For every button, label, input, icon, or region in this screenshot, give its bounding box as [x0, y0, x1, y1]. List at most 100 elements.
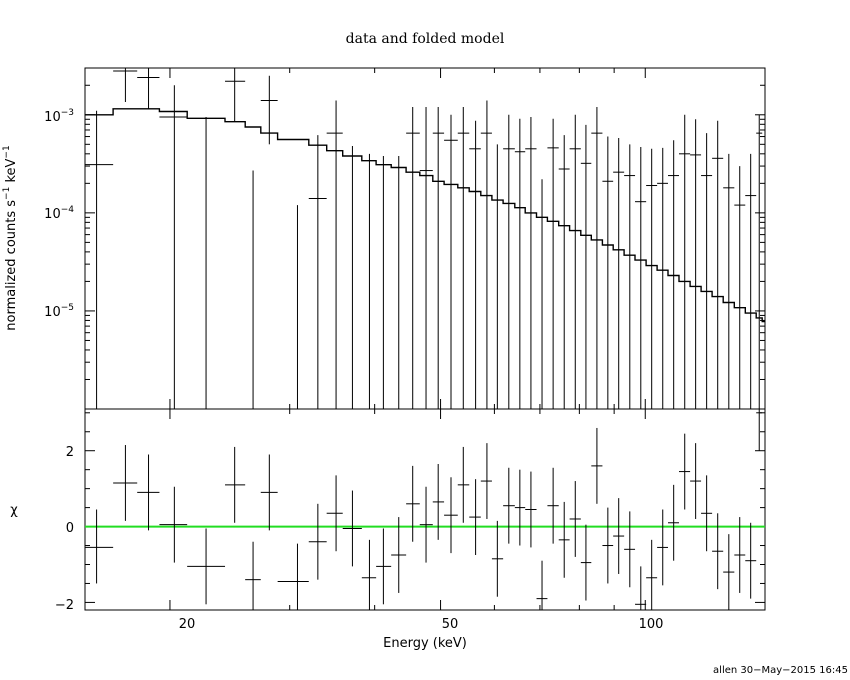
- res-ytick-label-0: 0: [66, 521, 74, 536]
- spectrum-data-point: [646, 148, 658, 409]
- spectrum-data-point: [602, 136, 614, 409]
- residual-point: [457, 446, 470, 523]
- residual-point: [723, 534, 735, 610]
- spectrum-data-point: [514, 118, 526, 409]
- spectrum-data-point: [308, 135, 327, 409]
- res-ytick-label-2: 2: [66, 445, 74, 460]
- residual-point: [580, 524, 592, 601]
- residual-point: [602, 507, 614, 584]
- spectrum-data-point: [406, 107, 420, 409]
- spectrum-data-point: [558, 135, 570, 409]
- residual-point: [635, 566, 647, 610]
- residual-point: [690, 443, 702, 519]
- spectrum-data-point: [678, 114, 691, 409]
- spectrum-data-point: [712, 120, 724, 409]
- xtick-label-20: 20: [179, 617, 196, 632]
- residual-point: [657, 509, 668, 586]
- residual-point: [391, 517, 407, 593]
- residual-marks: [85, 409, 765, 610]
- spectrum-ticks: [85, 67, 765, 410]
- spectrum-data-point: [469, 120, 481, 409]
- spectrum-data-point: [624, 144, 636, 409]
- spectrum-ytick-labels: 10−3 10−4 10−5: [44, 108, 74, 320]
- spectrum-data-point: [580, 124, 592, 409]
- spectrum-data-point: [591, 107, 603, 409]
- residual-point: [260, 454, 278, 531]
- residual-point: [624, 511, 636, 588]
- residual-ylabel: χ: [10, 503, 18, 518]
- spectrum-data-point: [569, 114, 581, 409]
- spectrum-data-point: [85, 110, 114, 409]
- spectrum-data-point: [667, 140, 679, 409]
- spectrum-data-point: [734, 166, 746, 409]
- residual-point: [376, 528, 392, 605]
- spectrum-data-point: [444, 114, 458, 409]
- residual-point: [159, 486, 188, 563]
- spectrum-ylabel: normalized counts s−1 keV−1: [2, 145, 19, 330]
- chart-title: data and folded model: [346, 31, 505, 47]
- residual-point: [85, 509, 114, 584]
- spectrum-data-point: [723, 153, 735, 409]
- x-axis-label: Energy (keV): [383, 636, 467, 651]
- residual-point: [525, 471, 537, 548]
- residual-ticks: [85, 409, 765, 610]
- spectrum-marks: [85, 68, 765, 409]
- residual-point: [480, 443, 492, 519]
- residual-point: [326, 475, 343, 552]
- residual-point: [667, 484, 679, 561]
- residual-point: [361, 539, 377, 610]
- spectrum-data-point: [701, 133, 713, 409]
- xtick-label-100: 100: [639, 617, 664, 632]
- residual-ytick-labels: 2 0 −2: [55, 445, 74, 613]
- residual-point: [245, 541, 261, 610]
- spectrum-data-point: [756, 114, 763, 409]
- residual-point: [734, 517, 746, 593]
- spectrum-data-point: [137, 68, 160, 109]
- xtick-label-50: 50: [442, 617, 459, 632]
- spectrum-data-point: [480, 100, 492, 409]
- spectrum-data-point: [657, 147, 668, 409]
- spectrum-data-point: [113, 68, 138, 103]
- ytick-label-1e-3: 10−3: [44, 108, 74, 125]
- residual-point: [591, 427, 603, 504]
- spectrum-data-point: [547, 118, 559, 409]
- residual-point: [342, 490, 362, 567]
- residual-point: [503, 467, 515, 544]
- spectrum-data-point: [225, 68, 246, 122]
- spectrum-panel: 10−3 10−4 10−5 normalized counts s−1 keV…: [2, 67, 766, 410]
- residual-point: [432, 463, 445, 540]
- spectrum-data-point: [745, 153, 757, 409]
- residual-point: [419, 486, 433, 563]
- residual-point: [187, 528, 226, 605]
- residual-point: [277, 543, 309, 610]
- footer-stamp: allen 30−May−2015 16:45: [713, 665, 848, 676]
- residual-xtick-labels: 20 50 100: [179, 617, 664, 632]
- residual-panel: 2 0 −2 χ 20 50 100 Energy (keV): [10, 408, 766, 651]
- spectrum-data-point: [613, 137, 625, 409]
- spectrum-data-point: [419, 107, 433, 409]
- spectrum-data-point: [690, 119, 702, 409]
- residual-point: [444, 477, 458, 554]
- residual-point: [469, 479, 481, 556]
- residual-point: [406, 465, 420, 542]
- residual-point: [745, 522, 757, 599]
- spectrum-data-point: [457, 107, 470, 409]
- residual-point: [613, 498, 625, 574]
- ytick-label-1e-5: 10−5: [44, 303, 74, 320]
- residual-point: [547, 467, 559, 544]
- spectrum-data-point: [260, 75, 278, 145]
- spectrum-data-point: [432, 107, 445, 409]
- spectrum-data-point: [635, 146, 647, 409]
- ytick-label-1e-4: 10−4: [44, 205, 74, 222]
- folded-model-line: [85, 108, 765, 323]
- residual-point: [514, 469, 526, 546]
- residual-point: [569, 481, 581, 557]
- residual-point: [558, 501, 570, 578]
- spectrum-data-point: [326, 100, 343, 409]
- residual-point: [113, 445, 138, 521]
- residual-point: [712, 513, 724, 590]
- residual-point: [308, 503, 327, 580]
- residual-point: [756, 409, 763, 451]
- residual-point: [536, 560, 548, 610]
